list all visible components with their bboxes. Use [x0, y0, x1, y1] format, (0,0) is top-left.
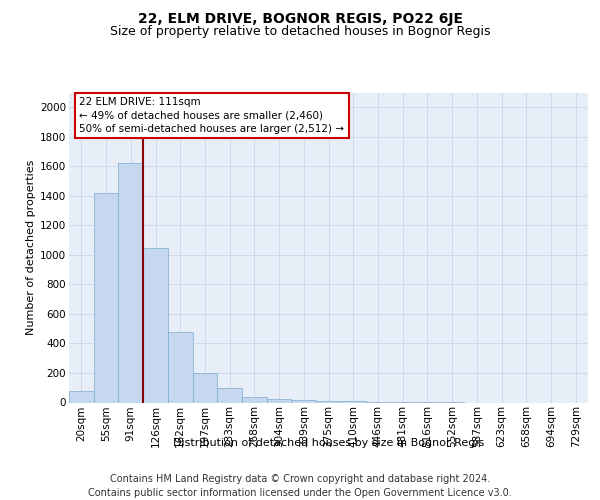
- Text: 22 ELM DRIVE: 111sqm
← 49% of detached houses are smaller (2,460)
50% of semi-de: 22 ELM DRIVE: 111sqm ← 49% of detached h…: [79, 97, 344, 134]
- Y-axis label: Number of detached properties: Number of detached properties: [26, 160, 36, 335]
- Bar: [316, 400, 341, 402]
- Bar: [217, 388, 242, 402]
- Bar: [267, 399, 292, 402]
- Bar: [69, 390, 94, 402]
- Bar: [94, 193, 118, 402]
- Bar: [292, 400, 316, 402]
- Bar: [118, 164, 143, 402]
- Bar: [242, 397, 267, 402]
- Text: Distribution of detached houses by size in Bognor Regis: Distribution of detached houses by size …: [173, 438, 484, 448]
- Text: Size of property relative to detached houses in Bognor Regis: Size of property relative to detached ho…: [110, 25, 490, 38]
- Text: Contains HM Land Registry data © Crown copyright and database right 2024.
Contai: Contains HM Land Registry data © Crown c…: [88, 474, 512, 498]
- Bar: [143, 248, 168, 402]
- Text: 22, ELM DRIVE, BOGNOR REGIS, PO22 6JE: 22, ELM DRIVE, BOGNOR REGIS, PO22 6JE: [137, 12, 463, 26]
- Bar: [168, 332, 193, 402]
- Bar: [193, 373, 217, 402]
